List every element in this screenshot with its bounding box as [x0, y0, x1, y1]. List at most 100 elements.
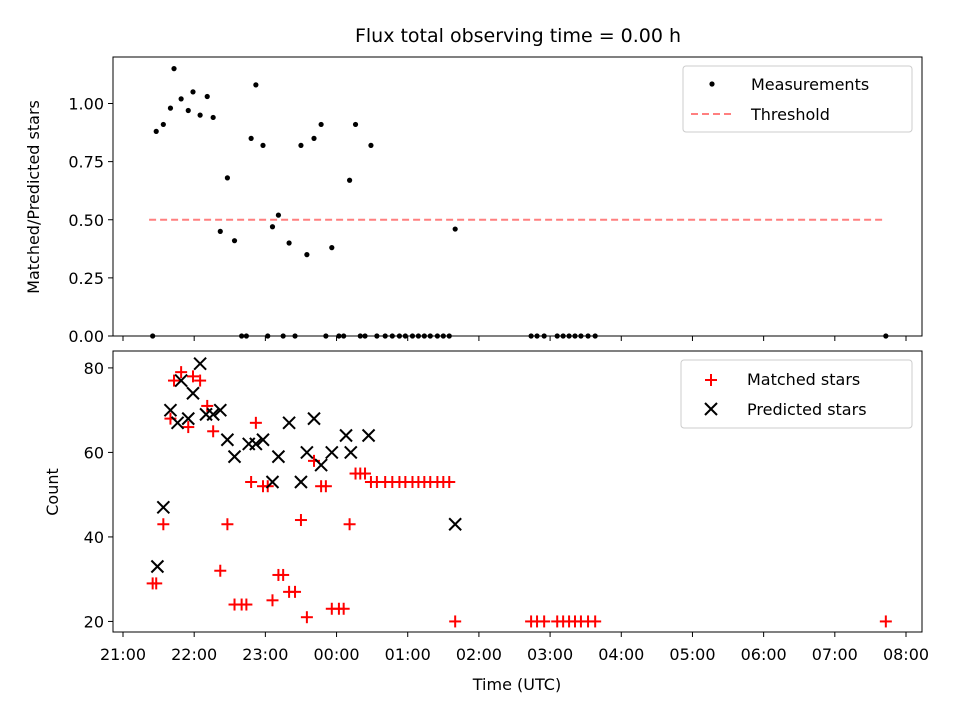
measurement-point — [318, 121, 324, 128]
bottom-legend: Matched stars Predicted stars — [680, 359, 913, 429]
legend-matched-label: Matched stars — [747, 370, 860, 389]
predicted-stars-point — [227, 449, 242, 464]
top-legend-box — [682, 65, 913, 133]
legend-measurements-label: Measurements — [751, 75, 869, 94]
bottom-y-tick-label: 80 — [84, 359, 104, 378]
bottom-x-tick-label: 05:00 — [669, 645, 715, 664]
matched-stars-point — [289, 585, 302, 598]
matched-stars-point — [449, 615, 462, 628]
matched-stars-point — [201, 399, 214, 412]
measurement-point — [329, 245, 335, 251]
predicted-stars-point — [300, 445, 314, 460]
matched-stars-point — [207, 425, 220, 438]
matched-stars-point — [300, 611, 313, 624]
bottom-x-ticks: 21:00 22:00 23:00 00:00 01:00 02:00 03:00 04:00… — [100, 632, 929, 664]
predicted-stars-point — [265, 475, 280, 489]
legend-predicted-label: Predicted stars — [747, 400, 867, 419]
matched-stars-point — [240, 598, 253, 611]
matched-stars-point — [221, 518, 234, 531]
predicted-stars-point — [206, 407, 220, 422]
legend-matched-marker — [705, 374, 717, 386]
measurement-point — [311, 135, 317, 141]
predicted-stars-point — [256, 433, 270, 447]
measurement-point — [304, 252, 310, 258]
legend-measurements-marker — [709, 81, 715, 87]
top-legend: Measurements Threshold — [682, 65, 913, 133]
matched-stars-point — [319, 480, 332, 493]
measurement-point — [260, 142, 266, 148]
top-y-tick-label: 1.00 — [68, 95, 104, 114]
predicted-stars-point — [150, 559, 165, 574]
predicted-stars-point — [249, 437, 263, 451]
top-y-tick-label: 0.00 — [68, 327, 104, 346]
bottom-x-tick-label: 21:00 — [100, 645, 146, 664]
measurement-point — [368, 142, 374, 148]
bottom-x-tick-label: 04:00 — [598, 645, 644, 664]
bottom-x-tick-label: 08:00 — [883, 645, 929, 664]
measurement-point — [217, 228, 223, 234]
top-x-ticks — [122, 336, 907, 341]
predicted-stars-point — [213, 403, 227, 417]
bottom-x-tick-label: 02:00 — [456, 645, 502, 664]
matched-stars-point — [245, 475, 258, 488]
matched-stars-point — [343, 518, 356, 531]
measurement-point — [167, 105, 174, 111]
measurement-point — [190, 89, 196, 95]
predicted-stars-point — [170, 416, 185, 430]
top-plot-frame — [112, 56, 923, 337]
measurement-point — [171, 66, 177, 72]
bottom-y-axis-title: Count — [43, 468, 62, 516]
bottom-x-tick-label: 03:00 — [527, 645, 573, 664]
measurement-point — [248, 135, 254, 141]
measurement-point — [197, 112, 203, 118]
matched-stars-point — [157, 518, 170, 531]
measurement-point — [178, 96, 184, 102]
matched-stars-point — [277, 568, 290, 581]
matched-stars-point — [443, 475, 456, 488]
measurement-point — [231, 238, 238, 244]
measurement-point — [452, 226, 458, 232]
top-y-tick-label: 0.50 — [68, 211, 104, 230]
predicted-stars-point — [325, 445, 339, 460]
matched-stars-point — [266, 594, 279, 607]
predicted-stars-point — [271, 449, 286, 464]
measurement-point — [298, 142, 304, 148]
measurement-point — [346, 177, 353, 183]
predicted-stars-point — [344, 445, 358, 460]
legend-threshold-label: Threshold — [750, 105, 830, 124]
bottom-plot-frame — [112, 350, 923, 633]
predicted-stars-point — [314, 458, 328, 472]
bottom-x-tick-label: 22:00 — [171, 645, 217, 664]
bottom-x-tick-label: 00:00 — [313, 645, 359, 664]
predicted-stars-point — [174, 373, 188, 388]
bottom-x-tick-label: 07:00 — [812, 645, 858, 664]
chart-title: Flux total observing time = 0.00 h — [355, 25, 681, 47]
legend-predicted-marker — [704, 402, 718, 416]
matched-stars-point — [168, 374, 181, 387]
measurement-point — [275, 212, 282, 218]
matched-stars-point — [194, 374, 207, 387]
top-panel: 0.00 0.25 0.50 0.75 1.00 Matched/Predicted s… — [24, 56, 923, 346]
top-y-ticks: 0.00 0.25 0.50 0.75 1.00 — [68, 95, 113, 346]
predicted-stars-point — [282, 416, 296, 430]
matched-stars-point — [359, 467, 372, 480]
measurement-point — [224, 175, 230, 181]
predicted-stars-point — [220, 433, 235, 447]
measurement-point — [269, 224, 276, 230]
bottom-y-tick-label: 40 — [84, 528, 104, 547]
measurement-point — [286, 240, 292, 246]
matched-stars-point — [337, 602, 350, 615]
measurement-point — [210, 114, 216, 121]
predicted-stars-point — [193, 356, 207, 371]
measurement-point — [185, 107, 191, 114]
predicted-stars-point — [156, 500, 171, 515]
bottom-y-tick-label: 20 — [84, 612, 104, 631]
measurement-point — [204, 93, 210, 100]
predicted-stars-point — [294, 475, 308, 489]
matched-stars-point — [175, 366, 188, 379]
top-y-tick-label: 0.25 — [68, 269, 104, 288]
matched-stars-point — [294, 514, 307, 527]
bottom-plot-marks — [146, 356, 892, 628]
bottom-x-tick-label: 23:00 — [242, 645, 288, 664]
